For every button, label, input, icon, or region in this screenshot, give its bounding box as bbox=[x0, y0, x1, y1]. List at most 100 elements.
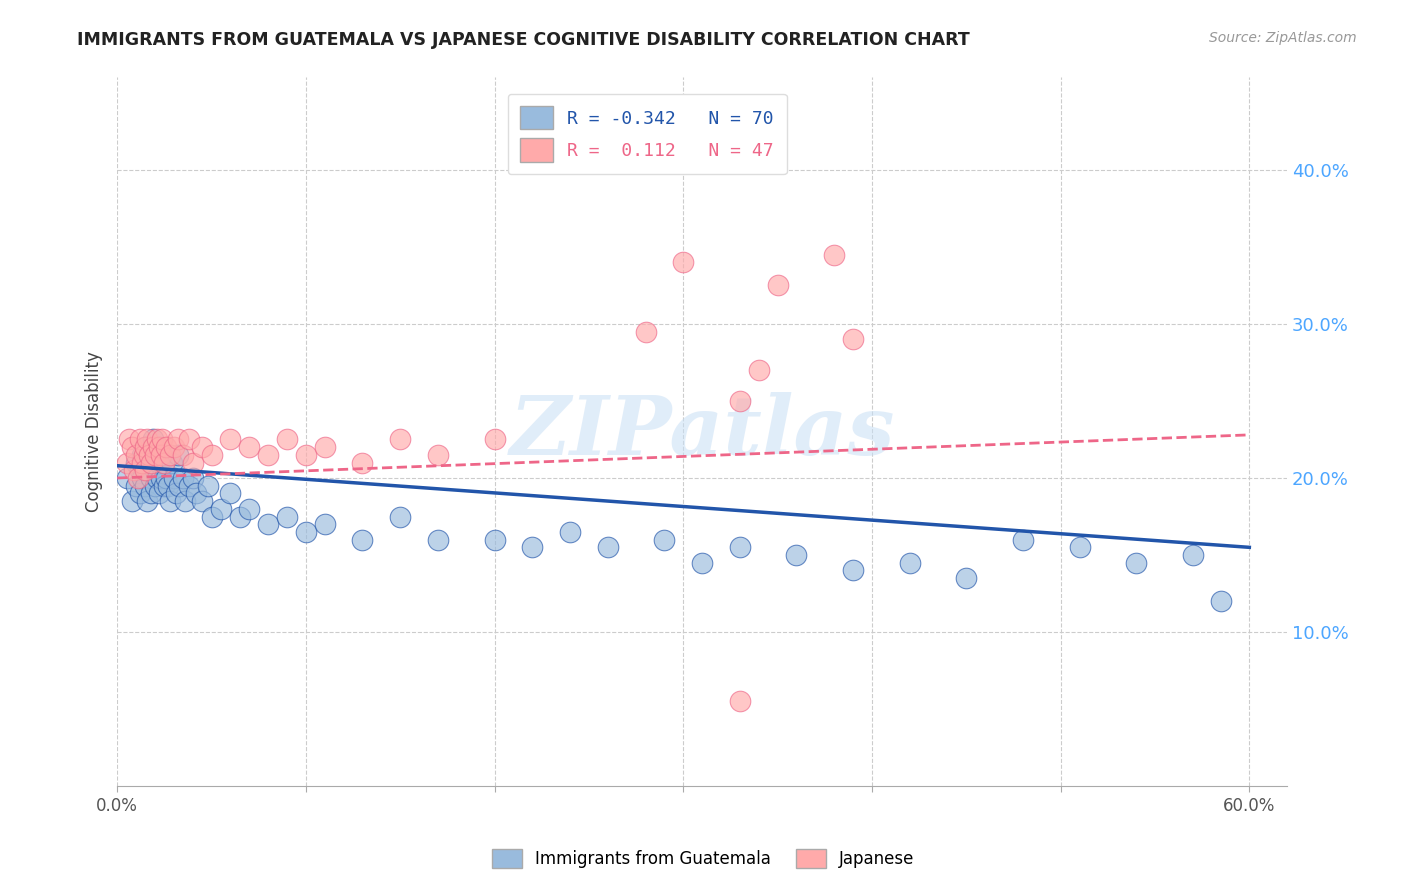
Point bbox=[257, 448, 280, 462]
Point bbox=[177, 479, 200, 493]
Point bbox=[728, 694, 751, 708]
Point bbox=[153, 456, 176, 470]
Point bbox=[136, 433, 159, 447]
Point bbox=[748, 363, 770, 377]
Point bbox=[728, 541, 751, 555]
Point bbox=[138, 448, 160, 462]
Point bbox=[134, 440, 156, 454]
Point bbox=[153, 479, 176, 493]
Point bbox=[785, 548, 807, 562]
Point bbox=[172, 471, 194, 485]
Point bbox=[690, 556, 713, 570]
Point bbox=[634, 325, 657, 339]
Point bbox=[148, 456, 170, 470]
Point bbox=[153, 456, 176, 470]
Point bbox=[165, 486, 187, 500]
Point bbox=[136, 494, 159, 508]
Point bbox=[197, 479, 219, 493]
Point bbox=[955, 571, 977, 585]
Point bbox=[177, 433, 200, 447]
Point bbox=[426, 533, 449, 547]
Point bbox=[125, 448, 148, 462]
Point bbox=[159, 448, 181, 462]
Point bbox=[654, 533, 676, 547]
Point bbox=[149, 448, 172, 462]
Point bbox=[219, 486, 242, 500]
Point bbox=[149, 471, 172, 485]
Point bbox=[138, 448, 160, 462]
Point bbox=[143, 448, 166, 462]
Point bbox=[352, 456, 374, 470]
Point bbox=[169, 479, 191, 493]
Point bbox=[143, 463, 166, 477]
Point bbox=[127, 471, 149, 485]
Point bbox=[134, 456, 156, 470]
Point bbox=[125, 456, 148, 470]
Point bbox=[823, 247, 845, 261]
Text: IMMIGRANTS FROM GUATEMALA VS JAPANESE COGNITIVE DISABILITY CORRELATION CHART: IMMIGRANTS FROM GUATEMALA VS JAPANESE CO… bbox=[77, 31, 970, 49]
Text: ZIPatlas: ZIPatlas bbox=[509, 392, 894, 472]
Point bbox=[159, 494, 181, 508]
Point bbox=[146, 448, 169, 462]
Point bbox=[898, 556, 921, 570]
Point bbox=[522, 541, 544, 555]
Point bbox=[141, 486, 163, 500]
Point bbox=[152, 433, 174, 447]
Y-axis label: Cognitive Disability: Cognitive Disability bbox=[86, 351, 103, 512]
Point bbox=[146, 471, 169, 485]
Point bbox=[200, 509, 222, 524]
Point bbox=[1069, 541, 1091, 555]
Point bbox=[160, 456, 183, 470]
Point bbox=[728, 394, 751, 409]
Point bbox=[134, 440, 156, 454]
Point bbox=[276, 509, 298, 524]
Point bbox=[426, 448, 449, 462]
Point bbox=[121, 494, 143, 508]
Point bbox=[163, 440, 186, 454]
Point bbox=[842, 564, 865, 578]
Point bbox=[672, 255, 695, 269]
Point bbox=[131, 448, 153, 462]
Point bbox=[115, 456, 138, 470]
Point bbox=[134, 479, 156, 493]
Point bbox=[558, 524, 581, 539]
Point bbox=[842, 332, 865, 346]
Point bbox=[174, 494, 197, 508]
Point bbox=[131, 471, 153, 485]
Point bbox=[131, 456, 153, 470]
Point bbox=[1209, 594, 1232, 608]
Legend: Immigrants from Guatemala, Japanese: Immigrants from Guatemala, Japanese bbox=[485, 843, 921, 875]
Point bbox=[257, 517, 280, 532]
Point bbox=[238, 440, 260, 454]
Point bbox=[389, 509, 412, 524]
Point bbox=[1125, 556, 1147, 570]
Point bbox=[155, 471, 177, 485]
Point bbox=[186, 486, 208, 500]
Point bbox=[276, 433, 298, 447]
Point bbox=[128, 463, 150, 477]
Point bbox=[181, 456, 204, 470]
Point bbox=[141, 471, 163, 485]
Point bbox=[484, 533, 506, 547]
Point bbox=[143, 479, 166, 493]
Point bbox=[136, 463, 159, 477]
Point bbox=[141, 456, 163, 470]
Point bbox=[484, 433, 506, 447]
Point bbox=[121, 440, 143, 454]
Point bbox=[157, 479, 180, 493]
Point bbox=[766, 278, 789, 293]
Point bbox=[122, 463, 145, 477]
Point bbox=[238, 501, 260, 516]
Point bbox=[1181, 548, 1204, 562]
Point bbox=[142, 433, 165, 447]
Point bbox=[155, 440, 177, 454]
Point bbox=[191, 440, 214, 454]
Point bbox=[191, 494, 214, 508]
Point bbox=[1012, 533, 1035, 547]
Text: Source: ZipAtlas.com: Source: ZipAtlas.com bbox=[1209, 31, 1357, 45]
Point bbox=[142, 440, 165, 454]
Legend: R = -0.342   N = 70, R =  0.112   N = 47: R = -0.342 N = 70, R = 0.112 N = 47 bbox=[508, 94, 787, 174]
Point bbox=[172, 448, 194, 462]
Point bbox=[295, 524, 318, 539]
Point bbox=[200, 448, 222, 462]
